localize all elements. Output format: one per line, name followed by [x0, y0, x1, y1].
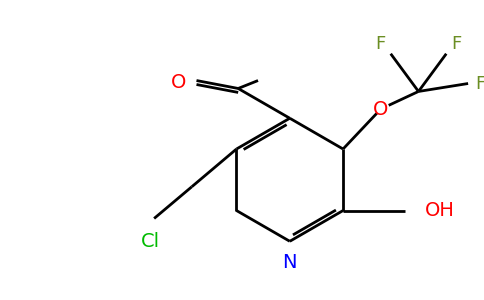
Text: F: F	[475, 74, 484, 92]
Text: O: O	[373, 100, 389, 119]
Text: N: N	[283, 253, 297, 272]
Text: F: F	[451, 35, 461, 53]
Text: OH: OH	[424, 201, 454, 220]
Text: Cl: Cl	[140, 232, 160, 251]
Text: F: F	[376, 35, 386, 53]
Text: O: O	[171, 73, 186, 92]
